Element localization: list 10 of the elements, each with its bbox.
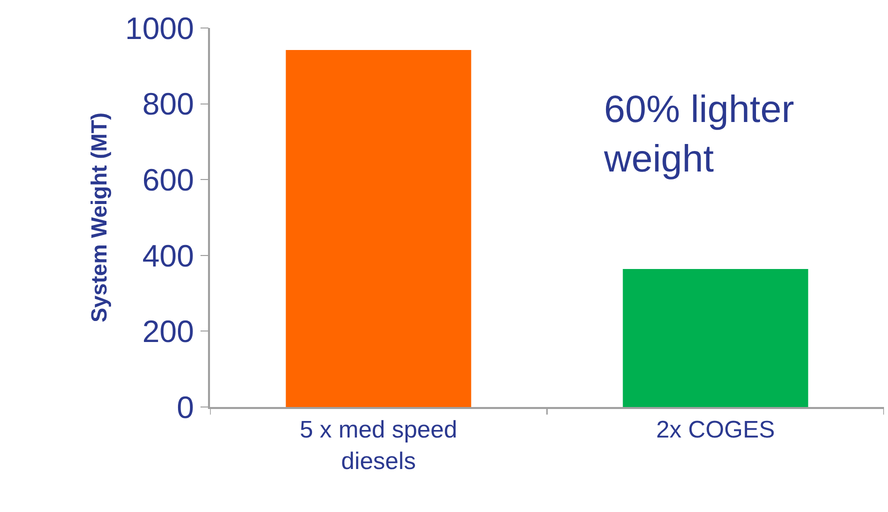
y-tick-label: 800 <box>142 86 194 122</box>
annotation: 60% lighter weight <box>603 89 794 180</box>
y-tick-label: 600 <box>142 162 194 198</box>
y-tick-label: 1000 <box>125 10 194 46</box>
x-tick-label: 5 x med speed diesels <box>300 416 458 475</box>
y-axis-title: System Weight (MT) <box>86 112 112 322</box>
y-tick-label: 0 <box>176 390 194 425</box>
y-tick-label: 200 <box>142 314 194 350</box>
x-tick-label: 2x COGES <box>656 416 775 444</box>
y-tick-label: 400 <box>142 238 194 274</box>
